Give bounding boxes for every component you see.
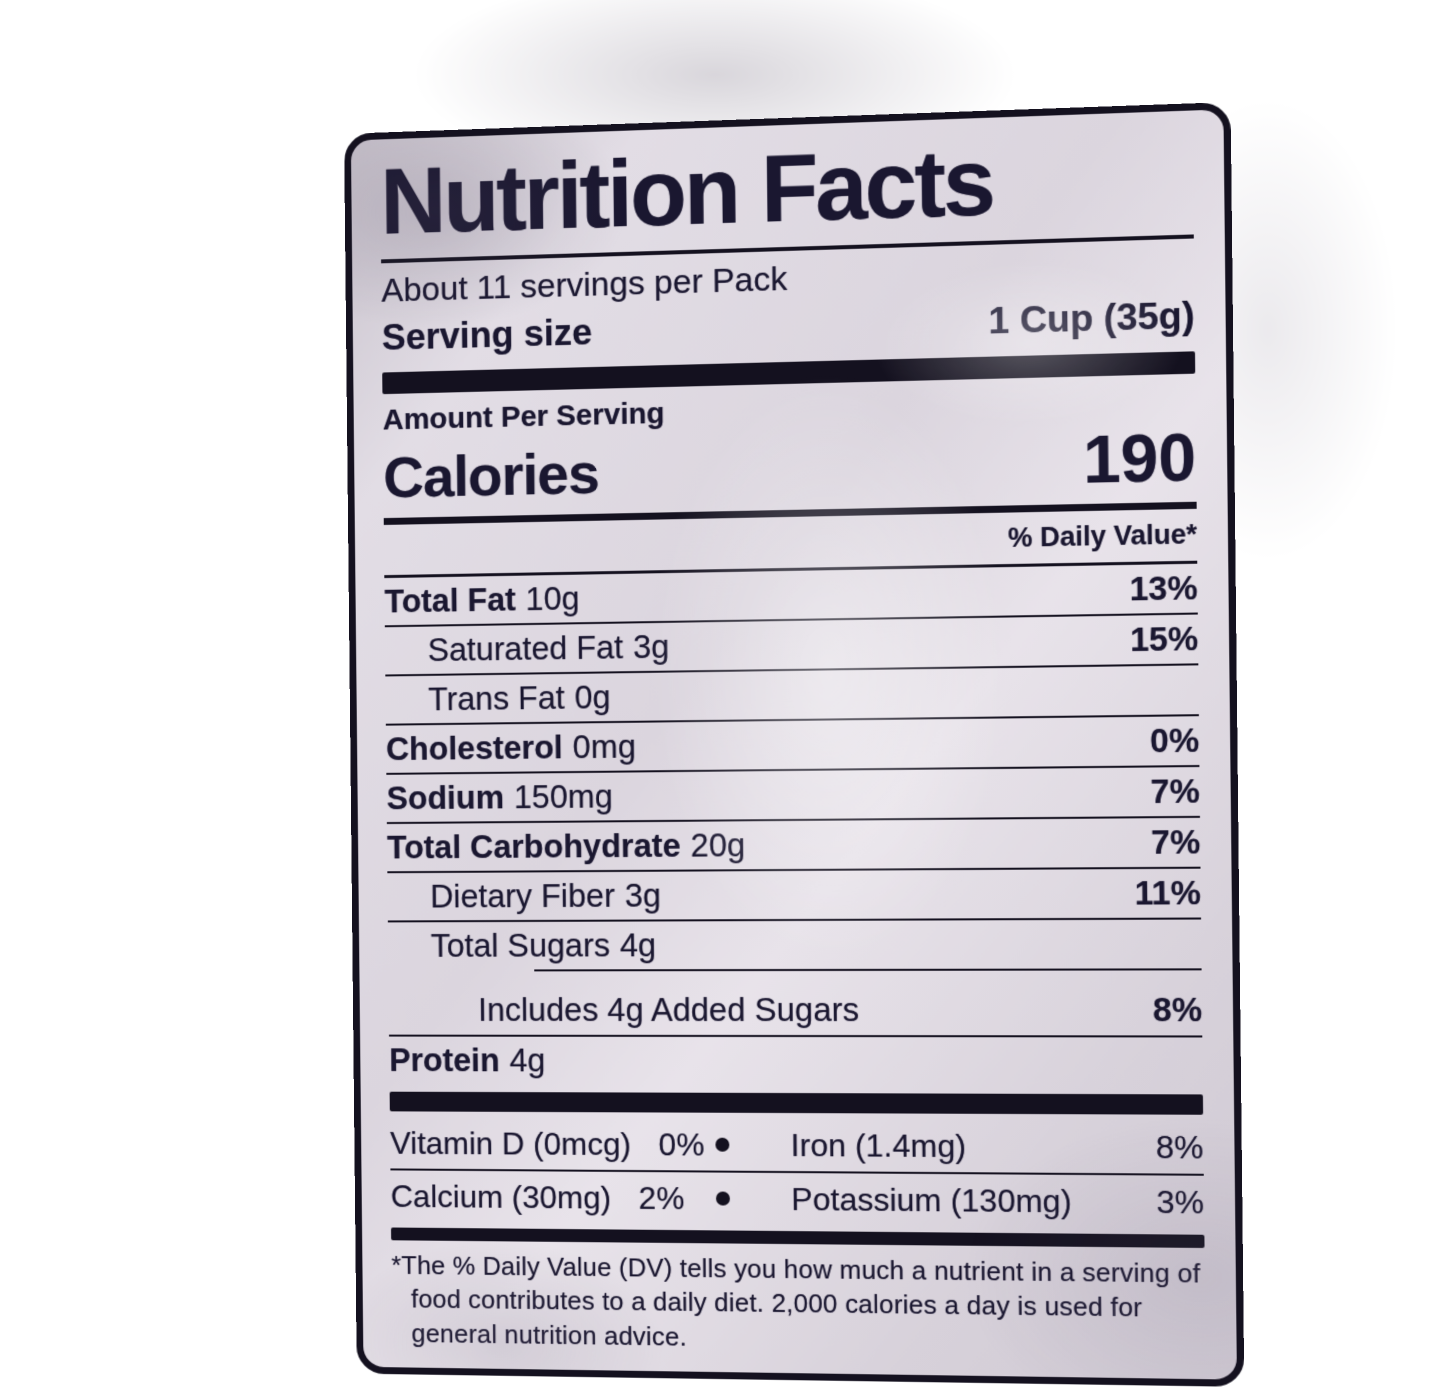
serving-size-label: Serving size (382, 311, 593, 358)
nutrient-name: Trans Fat (428, 679, 565, 717)
micronutrient-row-1: Vitamin D (0mcg) 0% Iron (1.4mg) 8% (390, 1117, 1204, 1176)
nutrient-amount: 0mg (572, 727, 636, 764)
nutrient-row-dietary-fiber: Dietary Fiber 3g 11% (387, 868, 1201, 922)
micronutrient-name: Vitamin D (0mcg) (390, 1125, 631, 1163)
nutrient-dv: 7% (1150, 772, 1200, 811)
section-divider-bar (390, 1092, 1204, 1115)
nutrient-row-sodium: Sodium 150mg 7% (386, 767, 1200, 824)
nutrient-amount: 3g (625, 876, 662, 913)
nutrient-name: Saturated Fat (427, 628, 623, 667)
nutrient-dv: 8% (1153, 991, 1203, 1030)
nutrient-name: Total Sugars (431, 926, 611, 963)
nutrient-row-added-sugars: Includes 4g Added Sugars 8% (388, 971, 1202, 1038)
micronutrient-dv: 3% (1156, 1183, 1204, 1221)
nutrient-dv: 15% (1130, 619, 1198, 659)
nutrient-name: Protein (389, 1042, 500, 1079)
nutrient-dv: 11% (1134, 873, 1201, 912)
label-title: Nutrition Facts (380, 127, 1194, 250)
nutrient-amount: 0g (574, 678, 610, 715)
micronutrient-name: Calcium (30mg) (391, 1178, 612, 1216)
micronutrient-dv: 0% (658, 1126, 704, 1163)
nutrient-amount: 10g (525, 579, 579, 617)
nutrient-amount: 150mg (514, 777, 613, 815)
nutrient-name: Sodium (386, 778, 504, 816)
nutrient-dv: 7% (1151, 823, 1201, 862)
micronutrient-name: Iron (1.4mg) (791, 1127, 967, 1165)
micronutrient-dv: 2% (638, 1180, 684, 1217)
nutrient-amount: 3g (633, 627, 670, 664)
nutrient-dv: 0% (1150, 721, 1200, 760)
micronutrient-name: Potassium (130mg) (791, 1181, 1072, 1220)
nutrient-name: Total Carbohydrate (387, 826, 681, 865)
nutrition-label-photo: Nutrition Facts About 11 servings per Pa… (344, 102, 1244, 1387)
nutrient-amount: 4g (620, 926, 657, 963)
micronutrient-row-2: Calcium (30mg) 2% Potassium (130mg) 3% (390, 1171, 1204, 1229)
bullet-icon (715, 1138, 729, 1152)
calories-label: Calories (383, 440, 599, 511)
nutrition-label: Nutrition Facts About 11 servings per Pa… (344, 102, 1244, 1387)
nutrient-dv: 13% (1129, 568, 1197, 608)
nutrient-amount: 4g (509, 1042, 545, 1079)
daily-value-footnote: *The % Daily Value (DV) tells you how mu… (391, 1248, 1206, 1361)
calories-value: 190 (1083, 418, 1197, 498)
nutrient-name: Cholesterol (386, 728, 563, 766)
micronutrient-dv: 8% (1156, 1128, 1204, 1166)
bullet-icon (716, 1192, 730, 1206)
nutrient-name: Dietary Fiber (430, 877, 615, 914)
nutrient-name: Total Fat (384, 580, 516, 619)
section-divider-bar (391, 1228, 1205, 1249)
nutrient-amount: 20g (690, 826, 745, 863)
nutrient-name: Includes 4g Added Sugars (478, 991, 859, 1028)
serving-size-value: 1 Cup (35g) (988, 294, 1195, 342)
